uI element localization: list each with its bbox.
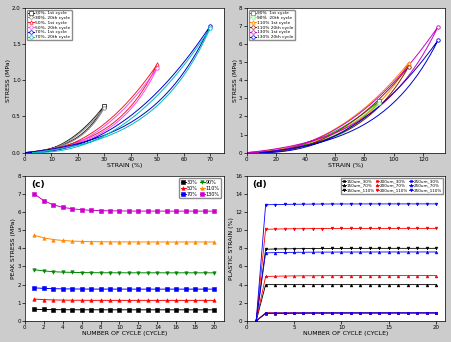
- Legend: 150um_30%, 150um_70%, 150um_110%, 200um_30%, 200um_70%, 200um_110%, 250um_30%, 2: 150um_30%, 150um_70%, 150um_110%, 200um_…: [341, 178, 443, 194]
- X-axis label: NUMBER OF CYCLE (CYCLE): NUMBER OF CYCLE (CYCLE): [304, 331, 389, 337]
- Legend: 30%, 1st cycle, 30%, 20th cycle, 50%, 1st cycle, 50%, 20th cycle, 70%, 1st cycle: 30%, 1st cycle, 30%, 20th cycle, 50%, 1s…: [27, 10, 72, 40]
- Legend: 90%  1st cycle, 90%  20th cycle, 110% 1st cycle, 110% 20th cycle, 130% 1st cycle: 90% 1st cycle, 90% 20th cycle, 110% 1st …: [249, 10, 295, 40]
- Y-axis label: PLASTIC STRAIN (%): PLASTIC STRAIN (%): [229, 217, 234, 280]
- Text: (c): (c): [31, 180, 45, 189]
- X-axis label: STRAIN (%): STRAIN (%): [328, 163, 364, 168]
- Y-axis label: PEAK STRESS (MPa): PEAK STRESS (MPa): [11, 218, 16, 279]
- Text: (d): (d): [253, 180, 267, 189]
- Text: (a): (a): [31, 12, 45, 21]
- Legend: 30%, 50%, 70%, 90%, 110%, 130%: 30%, 50%, 70%, 90%, 110%, 130%: [179, 178, 221, 198]
- Text: (b): (b): [253, 12, 267, 21]
- Y-axis label: STRESS (MPa): STRESS (MPa): [233, 58, 238, 102]
- Y-axis label: STRESS (MPa): STRESS (MPa): [5, 58, 10, 102]
- X-axis label: NUMBER OF CYCLE (CYCLE): NUMBER OF CYCLE (CYCLE): [82, 331, 167, 337]
- X-axis label: STRAIN (%): STRAIN (%): [106, 163, 142, 168]
